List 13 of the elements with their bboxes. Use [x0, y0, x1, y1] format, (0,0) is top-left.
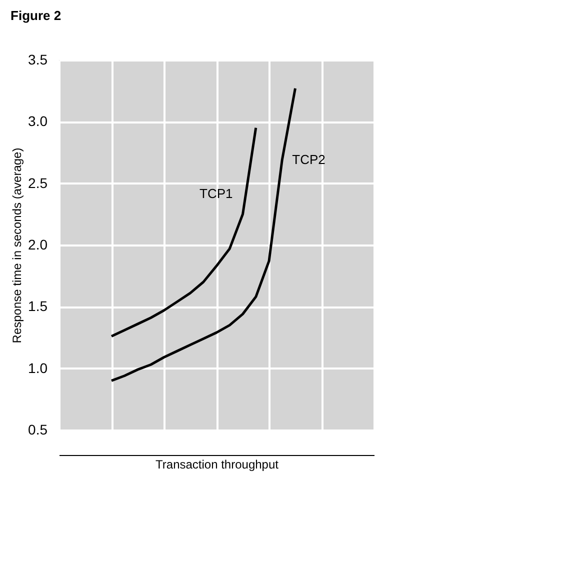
- x-axis-title: Transaction throughput: [156, 458, 280, 472]
- series-label: TCP1: [200, 186, 233, 202]
- y-tick-label: 1.0: [28, 360, 48, 376]
- y-axis-title: Response time in seconds (average): [10, 148, 24, 344]
- chart-title: Figure 2: [10, 8, 62, 23]
- y-tick-label: 0.5: [28, 422, 48, 438]
- series-label: TCP2: [292, 152, 326, 167]
- y-tick-label: 3.5: [28, 52, 48, 68]
- line-series: [110, 126, 258, 338]
- y-tick-label: 2.5: [28, 174, 48, 191]
- y-tick-label: 2.0: [28, 236, 48, 252]
- y-tick-label: 3.0: [28, 113, 48, 130]
- y-tick-label: 1.5: [28, 298, 48, 314]
